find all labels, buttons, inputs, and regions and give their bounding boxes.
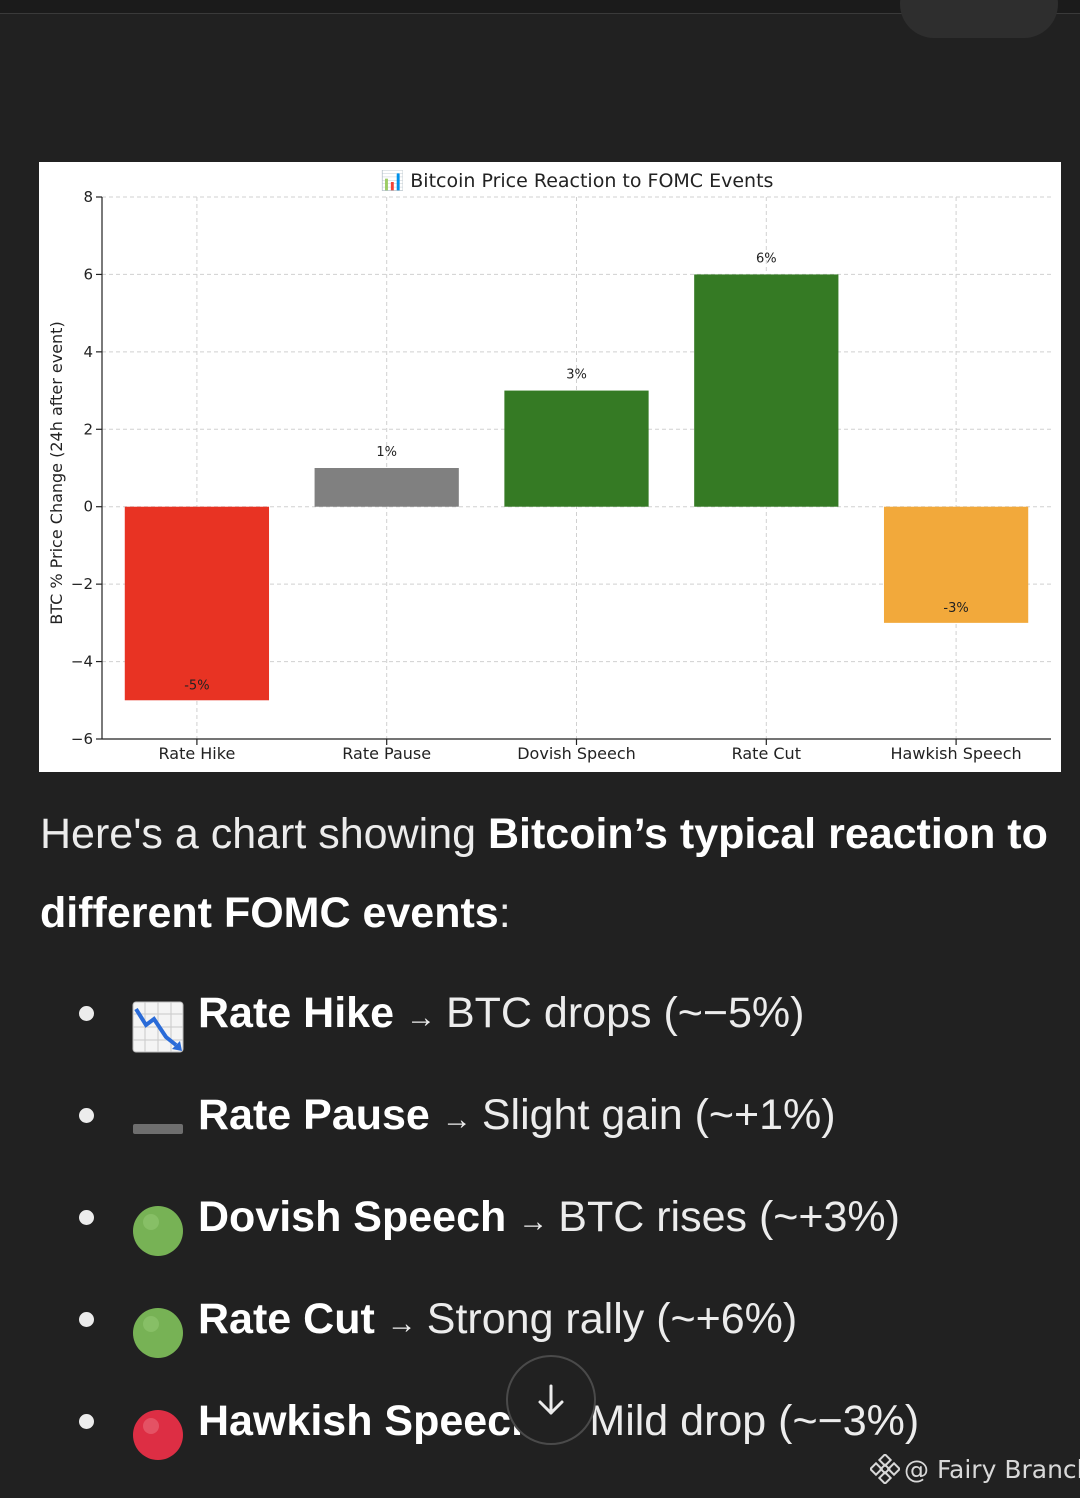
data-label: 6%	[756, 251, 777, 266]
list-item: Rate Pause → Slight gain (~+1%)	[0, 1064, 1080, 1166]
bar	[124, 506, 270, 701]
event-description: BTC rises (~+3%)	[558, 1193, 900, 1241]
bar	[314, 468, 459, 507]
arrow-right: →	[386, 1307, 417, 1340]
list-item: Dovish Speech → BTC rises (~+3%)	[0, 1166, 1080, 1268]
message-intro: Here's a chart showing	[40, 810, 488, 858]
y-tick-label: −2	[71, 575, 93, 593]
message-intro-bold: Bitcoin’s typical reaction to different …	[40, 810, 1048, 937]
event-name: Rate Cut	[198, 1295, 375, 1343]
chart-image: -5% 1% 3% 6% -3% −6 −4 −2 0 2 4 6 8 Rate Hike Rate Pa…	[39, 162, 1061, 772]
x-tick-label: Rate Pause	[342, 744, 431, 763]
top-action-pill[interactable]	[900, 0, 1058, 38]
y-tick-label: 2	[83, 420, 93, 438]
red-circle-icon	[132, 1396, 184, 1460]
bullet-dot	[79, 1312, 94, 1327]
bullet-dot	[79, 1108, 94, 1123]
watermark-text: @ Fairy Branch	[904, 1454, 1080, 1484]
message-intro-end: :	[498, 889, 511, 937]
x-tick-label: Rate Cut	[732, 744, 801, 763]
event-description: Mild drop (~−3%)	[589, 1397, 920, 1445]
bar	[504, 390, 649, 507]
arrow-right: →	[405, 1001, 436, 1034]
bar	[694, 274, 839, 507]
event-description: BTC drops (~−5%)	[445, 989, 805, 1037]
bar	[883, 506, 1029, 623]
chart-decreasing-icon	[132, 988, 184, 1053]
bullet-dot	[79, 1210, 94, 1225]
list-item: Hawkish Speech→Mild drop (~−3%)	[0, 1370, 1080, 1472]
assistant-message: Here's a chart showing Bitcoin’s typical…	[40, 795, 1060, 953]
y-tick-label: −6	[71, 730, 93, 748]
x-tick-label: Dovish Speech	[517, 744, 636, 763]
bullet-dot	[79, 1414, 94, 1429]
bullet-dot	[79, 1006, 94, 1021]
event-description: Strong rally (~+6%)	[426, 1295, 798, 1343]
event-description: Slight gain (~+1%)	[481, 1091, 836, 1139]
event-name: Rate Pause	[198, 1091, 430, 1139]
chart-title: 📊 Bitcoin Price Reaction to FOMC Events	[381, 169, 774, 192]
data-label: -3%	[943, 601, 968, 616]
data-label: 1%	[376, 445, 397, 460]
event-name: Rate Hike	[198, 989, 394, 1037]
arrow-down-icon	[538, 1384, 564, 1415]
binance-logo-icon	[870, 1454, 900, 1484]
y-tick-label: 4	[83, 343, 93, 361]
watermark: @ Fairy Branch	[870, 1452, 1080, 1486]
y-tick-label: 0	[83, 498, 93, 516]
bar-chart: -5% 1% 3% 6% -3% −6 −4 −2 0 2 4 6 8 Rate Hike Rate Pa…	[47, 169, 1051, 763]
list-item: Rate Hike → BTC drops (~−5%)	[0, 962, 1080, 1064]
scroll-to-bottom-button[interactable]	[506, 1355, 596, 1445]
data-label: 3%	[566, 368, 587, 383]
x-tick-label: Rate Hike	[159, 744, 236, 763]
arrow-right: →	[441, 1103, 472, 1136]
event-name: Dovish Speech	[198, 1193, 507, 1241]
event-name: Hawkish Speech	[198, 1397, 538, 1445]
green-circle-icon	[132, 1192, 184, 1256]
data-label: -5%	[184, 678, 209, 693]
y-tick-label: −4	[71, 653, 93, 671]
minus-icon	[132, 1090, 184, 1142]
top-bar	[0, 0, 1080, 14]
arrow-right: →	[518, 1205, 549, 1238]
y-axis-label: BTC % Price Change (24h after event)	[47, 321, 66, 624]
y-tick-label: 8	[83, 188, 93, 206]
list-item: Rate Cut → Strong rally (~+6%)	[0, 1268, 1080, 1370]
y-tick-label: 6	[83, 265, 93, 283]
x-tick-label: Hawkish Speech	[891, 744, 1022, 763]
green-circle-icon	[132, 1294, 184, 1358]
